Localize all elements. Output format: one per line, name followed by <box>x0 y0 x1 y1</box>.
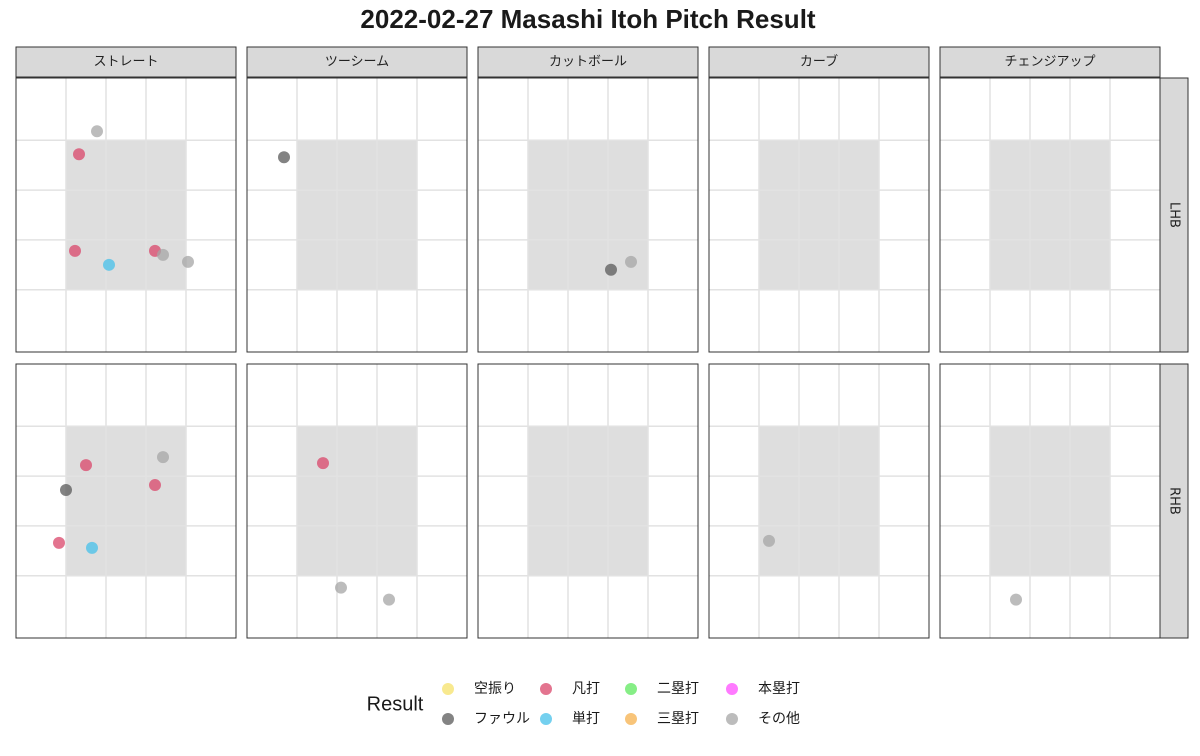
panel-border <box>708 77 930 353</box>
point <box>80 459 92 472</box>
point <box>182 255 194 268</box>
legend-label: ファウル <box>474 711 530 727</box>
strip-background <box>15 46 237 78</box>
panel-border <box>477 363 699 639</box>
panel-border <box>246 77 468 353</box>
strike-zone <box>66 140 186 290</box>
strip-label: RHB <box>1167 487 1182 515</box>
point <box>763 534 775 547</box>
legend-label: 単打 <box>572 710 600 727</box>
point <box>383 593 395 606</box>
legend-marker <box>625 683 637 695</box>
point <box>317 457 329 470</box>
strip-background <box>477 46 699 78</box>
strike-zone <box>990 426 1110 576</box>
point <box>69 244 81 257</box>
point <box>625 255 637 268</box>
panel-border <box>708 363 930 639</box>
legend-title: Result <box>367 693 424 715</box>
legend-label: その他 <box>758 711 800 727</box>
legend-marker <box>726 683 738 695</box>
point <box>278 151 290 164</box>
legend-marker <box>726 713 738 725</box>
panel-border <box>939 77 1161 353</box>
legend-label: 凡打 <box>572 680 600 697</box>
strike-zone <box>759 426 879 576</box>
point <box>605 263 617 276</box>
strip-background <box>1159 363 1189 639</box>
strike-zone <box>66 426 186 576</box>
point <box>86 541 98 554</box>
point <box>1010 593 1022 606</box>
point <box>103 258 115 271</box>
panel-border <box>246 363 468 639</box>
point <box>157 451 169 464</box>
strip-background <box>246 46 468 78</box>
strike-zone <box>990 140 1110 290</box>
legend-label: 二塁打 <box>657 680 699 697</box>
panel-border <box>15 363 237 639</box>
legend-marker <box>540 713 552 725</box>
legend-label: 空振り <box>474 681 516 697</box>
point <box>73 148 85 161</box>
legend-label: 本塁打 <box>758 680 800 697</box>
point <box>335 581 347 594</box>
legend-marker <box>540 683 552 695</box>
strip-label: カーブ <box>800 54 838 70</box>
strip-background <box>939 46 1161 78</box>
strike-zone <box>297 426 417 576</box>
strike-zone <box>528 426 648 576</box>
strip-label: ツーシーム <box>325 55 389 70</box>
point <box>149 479 161 492</box>
panel-border <box>939 363 1161 639</box>
strip-label: LHB <box>1167 202 1182 228</box>
strip-label: ストレート <box>93 55 158 70</box>
panel-border <box>477 77 699 353</box>
strike-zone <box>759 140 879 290</box>
point <box>60 484 72 497</box>
strike-zone <box>297 140 417 290</box>
legend-marker <box>442 683 454 695</box>
point <box>157 248 169 261</box>
strip-label: チェンジアップ <box>1004 55 1095 70</box>
point <box>53 536 65 549</box>
legend-marker <box>625 713 637 725</box>
panel-border <box>15 77 237 353</box>
strip-label: カットボール <box>549 55 627 70</box>
point <box>91 125 103 138</box>
chart-title: 2022-02-27 Masashi Itoh Pitch Result <box>360 4 816 34</box>
legend-label: 三塁打 <box>657 710 699 727</box>
legend-marker <box>442 713 454 725</box>
strip-background <box>708 46 930 78</box>
